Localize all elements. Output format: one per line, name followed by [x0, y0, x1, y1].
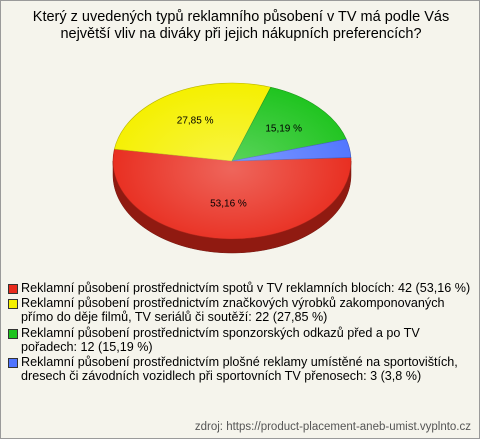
source: zdroj: https://product-placement-aneb-um… — [194, 421, 471, 433]
legend-swatch — [8, 299, 18, 310]
legend-item: Reklamní působení prostřednictvím značko… — [7, 296, 473, 324]
legend-swatch — [8, 358, 18, 369]
pie-area: 53,16 % 27,85 % 15,19 % — [112, 82, 352, 254]
value-label: 15,19 % — [265, 123, 302, 134]
legend-item: Reklamní působení prostřednictvím plošné… — [7, 355, 473, 383]
legend-label: Reklamní působení prostřednictvím značko… — [21, 296, 445, 325]
value-label: 53,16 % — [210, 198, 247, 209]
legend-label: Reklamní působení prostřednictvím spotů … — [21, 281, 471, 295]
pie-highlight — [113, 83, 351, 239]
legend-swatch — [8, 328, 18, 339]
legend: Reklamní působení prostřednictvím spotů … — [7, 281, 473, 384]
legend-label: Reklamní působení prostřednictvím plošné… — [21, 355, 458, 384]
legend-item: Reklamní působení prostřednictvím spotů … — [7, 281, 473, 295]
chart-title: Který z uvedených typů reklamního působe… — [32, 9, 450, 42]
legend-swatch — [8, 284, 18, 294]
legend-item: Reklamní působení prostřednictvím sponzo… — [7, 326, 473, 354]
legend-label: Reklamní působení prostřednictvím sponzo… — [21, 325, 420, 354]
value-label: 27,85 % — [177, 116, 214, 127]
